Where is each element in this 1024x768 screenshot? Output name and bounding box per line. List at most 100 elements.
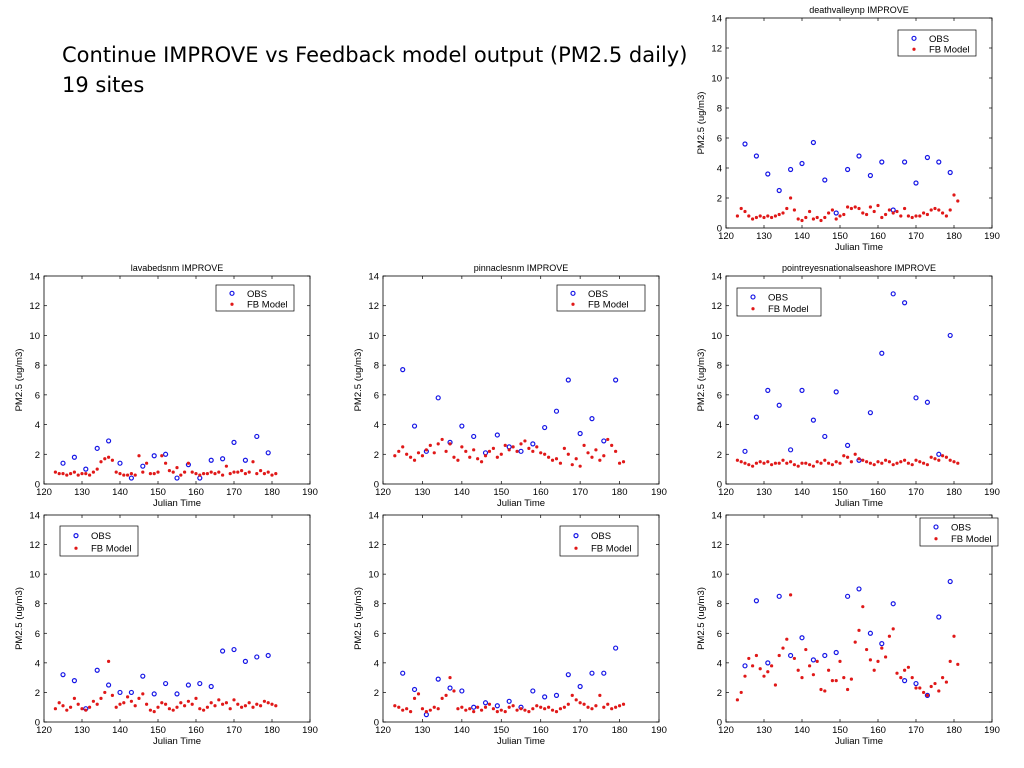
fb-model-point — [266, 470, 270, 474]
fb-model-point — [606, 702, 610, 706]
legend-obs-marker — [933, 524, 939, 530]
fb-model-point — [868, 461, 873, 465]
fb-model-point — [861, 605, 865, 609]
fb-model-point — [925, 212, 930, 217]
fb-model-point — [735, 698, 740, 702]
obs-point — [765, 660, 771, 666]
fb-model-point — [846, 455, 850, 459]
fb-model-point — [925, 463, 930, 467]
fb-model-point — [739, 206, 743, 211]
fb-model-point — [495, 455, 499, 459]
obs-point — [174, 691, 180, 697]
obs-point — [105, 682, 112, 688]
fb-model-point — [444, 449, 448, 453]
fb-model-point — [503, 443, 507, 447]
fb-model-point — [766, 670, 770, 674]
x-tick-label: 170 — [908, 487, 924, 498]
fb-model-point — [397, 449, 401, 453]
y-tick-label: 0 — [717, 718, 722, 729]
fb-model-point — [834, 679, 838, 683]
fb-model-point — [519, 442, 523, 446]
fb-model-point — [781, 646, 785, 650]
obs-point — [856, 586, 862, 592]
obs-point — [601, 670, 607, 676]
legend-box — [59, 525, 139, 557]
legend-fb-model-marker — [912, 47, 916, 51]
fb-model-point — [198, 473, 202, 477]
y-tick-label: 4 — [374, 658, 379, 669]
fb-model-point — [503, 710, 507, 714]
obs-point — [60, 460, 66, 466]
fb-model-point — [224, 701, 228, 705]
obs-point — [844, 593, 851, 599]
fb-model-point — [842, 676, 846, 680]
fb-model-point — [126, 473, 130, 477]
legend-label: OBS — [588, 289, 608, 300]
fb-model-point — [209, 701, 213, 705]
series-obs — [400, 367, 619, 456]
fb-model-point — [880, 646, 884, 650]
x-tick-label: 130 — [756, 487, 772, 498]
x-tick-label: 180 — [264, 725, 280, 736]
obs-point — [799, 635, 805, 641]
fb-model-point — [209, 470, 213, 474]
fb-model-point — [243, 704, 247, 708]
fb-model-point — [468, 707, 472, 711]
fb-model-point — [236, 702, 240, 706]
obs-point — [844, 442, 851, 448]
fb-model-point — [811, 464, 816, 468]
obs-point — [867, 410, 874, 416]
y-tick-label: 14 — [368, 272, 379, 283]
fb-model-point — [499, 708, 503, 712]
fb-model-point — [830, 463, 835, 467]
obs-point — [482, 700, 489, 706]
y-tick-label: 10 — [711, 570, 722, 581]
obs-point — [220, 648, 226, 654]
fb-model-point — [910, 463, 914, 467]
fb-model-point — [586, 705, 590, 709]
obs-point — [753, 153, 760, 159]
fb-model-point — [118, 472, 122, 476]
fb-model-point — [578, 701, 582, 705]
obs-point — [400, 670, 406, 676]
obs-point — [924, 154, 931, 161]
fb-model-point — [495, 710, 499, 714]
fb-model-point — [436, 442, 440, 446]
obs-point — [913, 180, 919, 186]
fb-model-point — [811, 673, 816, 677]
fb-model-point — [95, 467, 99, 471]
legend-label: OBS — [951, 522, 971, 533]
fb-model-point — [751, 217, 755, 221]
fb-model-point — [906, 214, 911, 218]
series-fb-model — [735, 452, 960, 468]
fb-model-point — [401, 708, 405, 712]
fb-model-point — [424, 710, 428, 714]
y-tick-label: 2 — [717, 194, 722, 205]
fb-model-point — [432, 705, 436, 709]
obs-point — [776, 402, 782, 408]
fb-model-point — [456, 458, 460, 462]
fb-model-point — [186, 699, 190, 703]
fb-model-point — [754, 215, 759, 220]
fb-model-point — [428, 708, 432, 712]
y-tick-label: 0 — [374, 480, 379, 491]
fb-model-point — [145, 702, 149, 706]
fb-model-point — [194, 472, 198, 476]
legend-label: OBS — [929, 34, 949, 45]
fb-model-point — [179, 473, 183, 477]
fb-model-point — [941, 211, 945, 215]
fb-model-point — [751, 464, 755, 468]
fb-model-point — [393, 704, 397, 708]
fb-model-point — [145, 461, 149, 465]
y-tick-label: 0 — [374, 718, 379, 729]
fb-model-point — [952, 193, 956, 197]
fb-model-point — [903, 458, 907, 462]
obs-point — [810, 139, 817, 146]
fb-model-point — [777, 653, 781, 658]
fb-model-point — [743, 209, 747, 214]
x-axis-label: Julian Time — [153, 498, 201, 509]
y-tick-label: 4 — [374, 420, 379, 431]
